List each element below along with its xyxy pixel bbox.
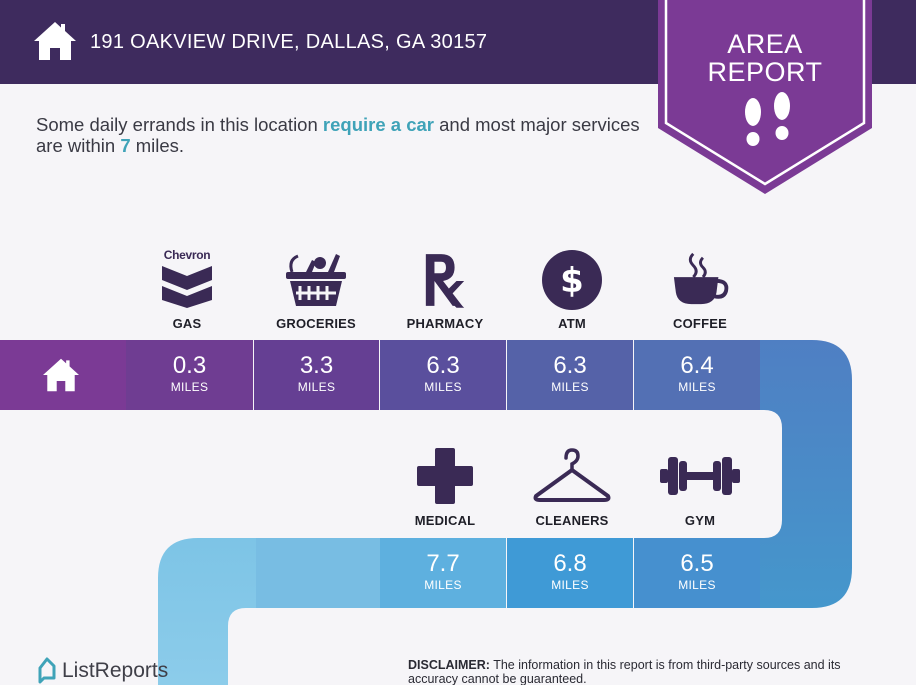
distance-unit: MILES (424, 380, 462, 394)
disclaimer-body: The information in this report is from t… (408, 658, 841, 685)
band-blank-cell (256, 538, 380, 608)
distance-unit: MILES (551, 380, 589, 394)
distance-unit: MILES (678, 380, 716, 394)
rx-icon (425, 254, 465, 308)
distance-value: 6.4 (680, 352, 714, 379)
chevron-logo-icon: Chevron (158, 248, 216, 308)
service-label-atm: ATM (558, 316, 586, 331)
footprints-icon (745, 92, 790, 146)
badge-line-1: AREA (727, 29, 803, 59)
area-report-badge (658, 0, 872, 194)
distance-unit: MILES (297, 380, 336, 394)
intro-part-2: and most major services are within (36, 114, 640, 156)
dumbbell-icon (660, 457, 740, 495)
distance-unit: MILES (551, 578, 589, 592)
intro-part-1: Some daily errands in this location (36, 114, 323, 135)
distance-unit: MILES (678, 578, 716, 592)
intro-text: Some daily errands in this location requ… (36, 114, 646, 156)
distance-unit: MILES (424, 578, 462, 592)
badge-title: AREA REPORT (656, 30, 874, 86)
home-icon (34, 22, 76, 60)
listreports-logo-icon (38, 657, 56, 684)
distance-cell-pharmacy: 6.3 MILES (380, 340, 506, 410)
intro-part-3: miles. (130, 135, 185, 156)
distance-value: 6.8 (553, 550, 587, 577)
svg-text:$: $ (560, 261, 584, 301)
service-label-medical: MEDICAL (414, 513, 476, 528)
dollar-coin-icon: $ (542, 250, 602, 310)
distance-value: 7.7 (426, 550, 460, 577)
listreports-brand: ListReports (62, 659, 169, 682)
distance-value: 6.5 (680, 550, 714, 577)
distance-value: 3.3 (299, 352, 334, 379)
intro-highlight-miles: 7 (120, 135, 131, 156)
distance-band-2: 7.7 MILES 6.8 MILES 6.5 MILES (0, 538, 916, 610)
distance-value: 6.3 (553, 352, 587, 379)
service-label-pharmacy: PHARMACY (406, 316, 484, 331)
distance-unit: MILES (170, 380, 209, 394)
grocery-basket-icon (286, 254, 346, 306)
hanger-icon (533, 448, 611, 502)
distance-cell-medical: 7.7 MILES (380, 538, 506, 608)
service-label-gas: GAS (172, 316, 202, 331)
distance-cell-cleaners: 6.8 MILES (507, 538, 633, 608)
distance-cell-gas: 0.3 MILES (126, 340, 253, 410)
disclaimer-text: DISCLAIMER: The information in this repo… (408, 658, 888, 685)
property-address: 191 OAKVIEW DRIVE, DALLAS, GA 30157 (90, 31, 488, 53)
band-home-cell (0, 340, 126, 410)
distance-cell-groceries: 3.3 MILES (254, 340, 379, 410)
intro-highlight-car: require a car (322, 114, 434, 135)
medical-cross-icon (417, 448, 473, 504)
distance-cell-atm: 6.3 MILES (507, 340, 633, 410)
distance-cell-gym: 6.5 MILES (634, 538, 760, 608)
service-label-cleaners: CLEANERS (535, 513, 609, 528)
distance-value: 6.3 (426, 352, 460, 379)
chevron-brand-text: Chevron (163, 248, 211, 262)
service-label-coffee: COFFEE (673, 316, 727, 331)
distance-value: 0.3 (172, 352, 207, 379)
home-icon (43, 358, 79, 392)
disclaimer-title: DISCLAIMER: (408, 658, 490, 672)
coffee-cup-icon (673, 252, 729, 305)
service-label-groceries: GROCERIES (276, 316, 356, 331)
badge-line-2: REPORT (707, 57, 823, 87)
service-label-gym: GYM (684, 513, 716, 528)
distance-cell-coffee: 6.4 MILES (634, 340, 760, 410)
distance-band-1: 0.3 MILES 3.3 MILES 6.3 MILES 6.3 MILES … (0, 340, 916, 412)
